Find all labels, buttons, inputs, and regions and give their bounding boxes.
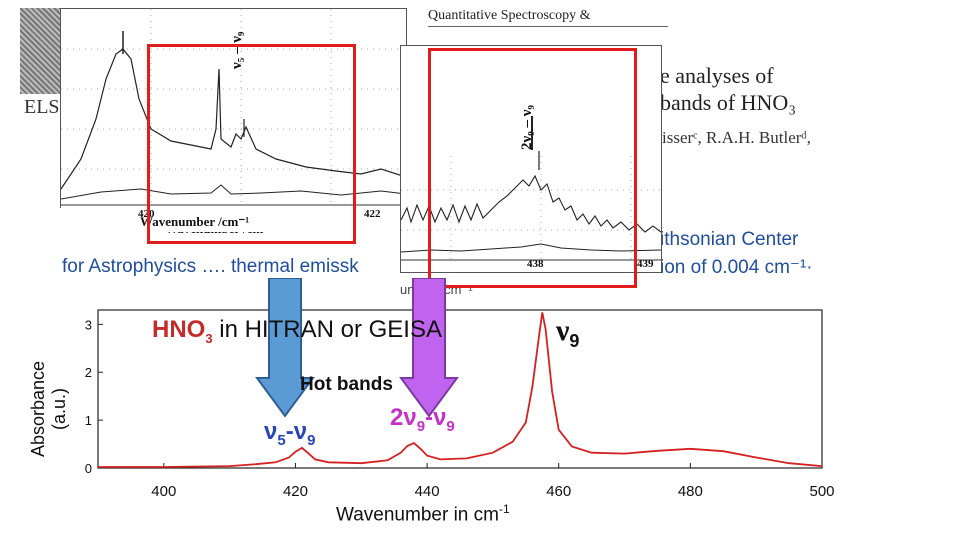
paper-title-line2: bands of HNO₃: [660, 90, 796, 115]
chart-title-molecule-sub: 3: [205, 330, 213, 346]
x-tick-label-440: 440: [415, 483, 440, 500]
nu5-nu9-sep: -: [285, 418, 294, 445]
nu9-sub: 9: [569, 331, 580, 351]
plot-frame: [97, 309, 823, 469]
coef-2: 2: [390, 404, 404, 431]
series-line-0: [98, 312, 823, 468]
chart-axes: [97, 309, 823, 469]
journal-header: Quantitative Spectroscopy &: [428, 8, 668, 27]
inset2-plot: [401, 150, 661, 261]
chart-ticks: 400 420 440 460 480 500 0 1 2 3: [85, 317, 835, 500]
inset2-tick-438: 438: [527, 258, 544, 270]
inset1-trace-upper: [61, 48, 406, 190]
inset2-tick-439: 439: [637, 258, 654, 270]
nu5-nu9-label: ν5-ν9: [264, 418, 315, 449]
nu9-sub-a: 9: [307, 431, 316, 449]
2nu9-nu9-sep: -: [425, 404, 434, 431]
inset1-tick-422-label: 422: [364, 208, 381, 220]
highlight-box-2nu9-nu9: [428, 48, 637, 288]
y-tick-label-3: 3: [85, 317, 92, 332]
nu9-sub-c: 9: [446, 417, 455, 435]
nu9-peak-label: ν9: [556, 314, 579, 352]
nu5-sub: 5: [277, 431, 286, 449]
nu9-symbol-b: ν: [403, 404, 417, 431]
slide-text-line2-left: for Astrophysics …. thermal emissk: [62, 256, 359, 277]
inset1-tick-420-label: 420: [138, 208, 155, 220]
chart-title-rest: in HITRAN or GEISA: [212, 316, 442, 343]
inset1-plot: [61, 9, 406, 206]
nu9-symbol-a: ν: [293, 418, 308, 445]
inset2-marker-line: [531, 116, 533, 150]
paper-authors: isserᶜ, R.A.H. Butlerᵈ,: [662, 128, 811, 147]
inset2-trace-upper: [401, 174, 661, 233]
y-tick-label-2: 2: [85, 365, 92, 380]
paper-title: e analyses of bands of HNO₃: [660, 62, 796, 116]
chart-title: HNO3 in HITRAN or GEISA: [152, 316, 442, 346]
nu9-symbol: ν: [556, 314, 570, 347]
x-axis-label-text: Wavenumber in cm: [336, 504, 499, 526]
publisher-mark: ELS: [24, 96, 60, 118]
inset-spectrum-2: 438 439: [400, 150, 662, 273]
x-tick-label-500: 500: [809, 483, 834, 500]
publisher-logo: [20, 8, 60, 94]
chart-title-molecule: HNO: [152, 316, 206, 343]
x-tick-label-480: 480: [678, 483, 703, 500]
y-tick-label-0: 0: [85, 461, 92, 476]
nu9-symbol-c: ν: [433, 404, 447, 431]
inset1-xlabel-text: Wavenumber /cm⁻¹: [140, 214, 250, 229]
arrow-nu5-nu9: [255, 278, 315, 418]
inset1-trace-lower: [61, 184, 406, 200]
x-axis-label: Wavenumber in cm-1: [336, 502, 510, 526]
highlight-box-nu5-nu9: [147, 44, 356, 244]
y-axis-label: Absorbance (a.u.): [28, 360, 69, 458]
chart-series: [98, 312, 823, 468]
y-tick-label-1: 1: [85, 413, 92, 428]
x-tick-label-460: 460: [546, 483, 571, 500]
paper-title-line1: e analyses of: [660, 63, 774, 88]
2nu9-nu9-label: 2ν9-ν9: [390, 404, 455, 435]
nu5-symbol: ν: [264, 418, 278, 445]
x-tick-label-420: 420: [283, 483, 308, 500]
x-axis-label-sup: -1: [498, 502, 510, 516]
slide-text-line2-right: ion of 0.004 cm⁻¹·: [660, 257, 813, 278]
inset2-trace-lower: [401, 243, 661, 253]
hot-bands-label: Hot bands: [300, 374, 393, 395]
arrow-2nu9-nu9: [399, 278, 459, 418]
nu9-sub-b: 9: [416, 417, 426, 435]
x-tick-label-400: 400: [151, 483, 176, 500]
slide-text-line1: ithsonian Center: [660, 229, 799, 250]
